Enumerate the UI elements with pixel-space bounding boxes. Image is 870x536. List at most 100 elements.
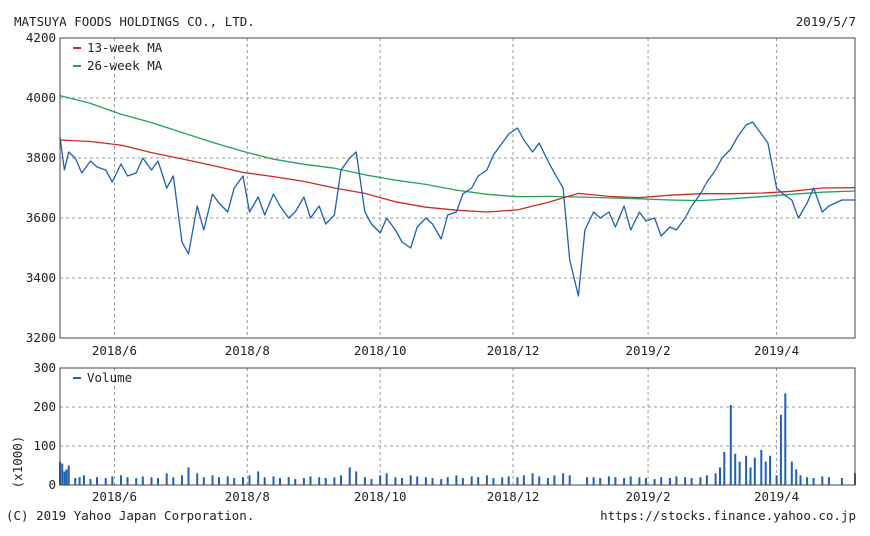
y-tick-label: 3800 — [26, 150, 56, 165]
price-grid — [60, 38, 855, 338]
volume-bar — [795, 469, 798, 485]
volume-bar — [812, 478, 815, 485]
volume-bar — [279, 478, 281, 485]
company-name: MATSUYA FOODS HOLDINGS CO., LTD. — [14, 14, 255, 29]
volume-bar — [309, 476, 312, 485]
volume-bar — [65, 469, 68, 485]
volume-bar — [141, 476, 144, 485]
volume-bar — [385, 473, 388, 485]
volume-bar — [790, 461, 793, 485]
y-tick-label: 3200 — [26, 330, 56, 345]
volume-bar — [522, 475, 525, 486]
x-tick-label: 2018/10 — [354, 489, 407, 504]
volume-bars — [59, 393, 856, 486]
volume-bar — [157, 478, 159, 485]
volume-bar — [821, 476, 824, 485]
price-x-axis-labels: 2018/6 2018/8 2018/10 2018/12 2019/2 2019/4 — [92, 343, 799, 358]
volume-bar — [302, 478, 305, 485]
volume-bar — [111, 476, 114, 485]
volume-bar — [446, 477, 449, 485]
volume-bar — [644, 478, 647, 485]
volume-bar — [440, 479, 443, 485]
volume-bar — [363, 477, 366, 485]
price-panel-frame — [59, 37, 856, 339]
volume-bar — [784, 393, 787, 485]
y-tick-label: 3400 — [26, 270, 56, 285]
legend-label: 26-week MA — [87, 58, 163, 73]
volume-bar — [242, 477, 244, 485]
legend-label: 13-week MA — [87, 40, 163, 55]
volume-bar — [734, 453, 737, 485]
volume-bar — [764, 461, 767, 485]
volume-bar — [424, 477, 427, 485]
volume-bar — [401, 478, 403, 485]
ma13-line — [59, 139, 856, 213]
volume-bar — [394, 477, 397, 485]
volume-bar — [699, 477, 702, 485]
volume-bar — [211, 475, 214, 486]
volume-bar — [470, 476, 473, 485]
ma26-line — [59, 94, 856, 202]
volume-bar — [83, 475, 85, 486]
volume-bar — [272, 476, 275, 485]
volume-unit-label: (x1000) — [10, 436, 25, 489]
legend-label: Volume — [87, 370, 132, 385]
price-series-lines — [59, 94, 856, 297]
volume-bar — [827, 477, 830, 485]
volume-bar — [760, 449, 763, 485]
volume-bar — [379, 475, 382, 486]
volume-bar — [745, 455, 748, 486]
volume-bar — [668, 478, 671, 485]
volume-bar — [538, 476, 541, 485]
y-tick-label: 3600 — [26, 210, 56, 225]
volume-bar — [150, 477, 153, 485]
volume-bar — [477, 477, 480, 485]
x-tick-label: 2018/10 — [354, 343, 407, 358]
volume-bar — [675, 476, 678, 485]
volume-bar — [455, 475, 458, 486]
volume-bar — [431, 478, 434, 485]
volume-bar — [638, 477, 641, 485]
volume-bar — [546, 478, 549, 485]
volume-bar — [218, 477, 220, 485]
volume-bar — [775, 475, 778, 486]
volume-bar — [562, 473, 565, 485]
volume-bar — [74, 478, 77, 485]
volume-bar — [507, 476, 510, 485]
volume-bar — [172, 477, 175, 485]
y-tick-label: 300 — [33, 360, 56, 375]
volume-bar — [690, 478, 693, 485]
volume-bar — [181, 475, 183, 486]
volume-bar — [586, 477, 589, 485]
volume-bar — [749, 467, 752, 485]
volume-bar — [89, 479, 92, 485]
volume-bar — [753, 457, 756, 485]
volume-bar — [501, 477, 504, 485]
x-tick-label: 2018/8 — [225, 343, 270, 358]
volume-bar — [263, 477, 266, 485]
volume-bar — [409, 475, 412, 486]
volume-bar — [318, 477, 321, 485]
volume-bar — [729, 405, 732, 485]
volume-bar — [799, 475, 802, 486]
volume-bar — [370, 479, 373, 485]
volume-legend: Volume — [73, 370, 132, 385]
volume-bar — [104, 478, 107, 485]
volume-bar — [165, 473, 168, 485]
volume-y-axis-labels: 300 200 100 0 — [33, 360, 56, 492]
volume-bar — [233, 478, 236, 485]
volume-bar — [516, 477, 519, 485]
volume-bar — [492, 478, 495, 485]
y-tick-label: 4000 — [26, 90, 56, 105]
volume-grid — [60, 368, 855, 485]
volume-panel-frame — [59, 367, 856, 486]
copyright-text: (C) 2019 Yahoo Japan Corporation. — [6, 508, 254, 523]
x-tick-label: 2018/6 — [92, 343, 137, 358]
volume-bar — [294, 479, 297, 485]
volume-bar — [63, 471, 66, 485]
volume-bar — [135, 478, 138, 485]
volume-bar — [78, 477, 81, 485]
x-tick-label: 2019/4 — [754, 343, 799, 358]
